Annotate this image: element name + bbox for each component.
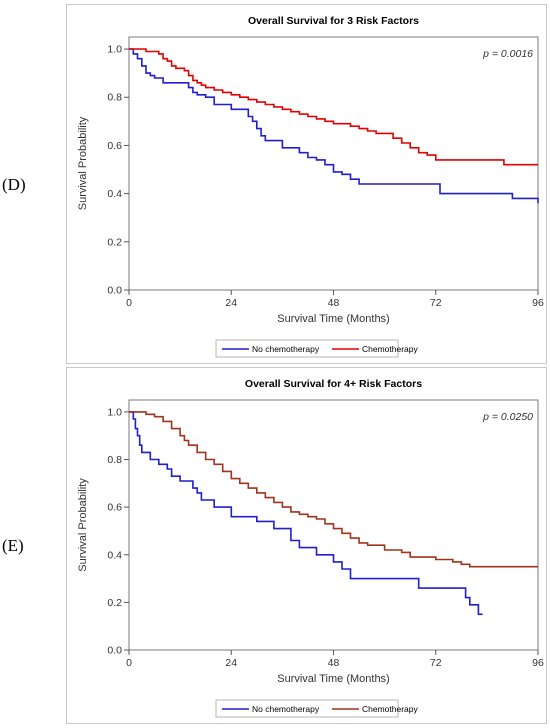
chart-panel-e: Overall Survival for 4+ Risk Factors 0.0 0… bbox=[66, 367, 547, 724]
y-tick-label: 0.2 bbox=[107, 597, 122, 609]
y-tick-label: 1.0 bbox=[107, 406, 122, 418]
panel-label-d: (D) bbox=[2, 175, 26, 194]
panel-label-e: (E) bbox=[2, 536, 24, 555]
x-tick-label: 96 bbox=[532, 657, 544, 669]
chart-title: Overall Survival for 3 Risk Factors bbox=[248, 15, 419, 27]
legend-label-no-chemotherapy: No chemotherapy bbox=[252, 704, 320, 714]
y-tick-label: 0.6 bbox=[107, 502, 122, 514]
x-tick-label: 48 bbox=[328, 657, 340, 669]
y-tick-label: 0.0 bbox=[107, 285, 122, 297]
legend: No chemotherapy Chemotherapy bbox=[215, 699, 419, 718]
survival-curve-no-chemotherapy bbox=[129, 48, 539, 204]
x-tick-label: 0 bbox=[126, 297, 132, 309]
p-value-label: p = 0.0016 bbox=[482, 48, 533, 60]
x-tick-label: 24 bbox=[225, 297, 237, 309]
x-tick-label: 72 bbox=[430, 657, 442, 669]
x-tick-label: 72 bbox=[430, 297, 442, 309]
legend-label-chemotherapy: Chemotherapy bbox=[362, 344, 419, 354]
legend-label-no-chemotherapy: No chemotherapy bbox=[252, 344, 320, 354]
legend: No chemotherapy Chemotherapy bbox=[215, 339, 419, 358]
survival-curve-no-chemotherapy bbox=[129, 411, 483, 616]
survival-curve-chemotherapy bbox=[129, 411, 538, 568]
legend-box bbox=[215, 699, 399, 718]
chart-panel-d: Overall Survival for 3 Risk Factors 0.0 0.… bbox=[66, 4, 547, 364]
chart-title: Overall Survival for 4+ Risk Factors bbox=[245, 378, 422, 390]
y-tick-label: 0.2 bbox=[107, 236, 122, 248]
x-axis-label: Survival Time (Months) bbox=[277, 673, 389, 685]
x-tick-label: 24 bbox=[225, 657, 237, 669]
x-tick-label: 48 bbox=[328, 297, 340, 309]
survival-chart-d: Overall Survival for 3 Risk Factors 0.0 0.… bbox=[77, 15, 544, 358]
y-axis-label: Survival Probability bbox=[77, 478, 89, 572]
x-axis-label: Survival Time (Months) bbox=[277, 313, 389, 325]
y-tick-label: 0.8 bbox=[107, 454, 122, 466]
y-tick-label: 0.4 bbox=[107, 188, 122, 200]
y-tick-label: 1.0 bbox=[107, 44, 122, 56]
y-axis-label: Survival Probability bbox=[77, 116, 89, 210]
x-tick-label: 0 bbox=[126, 657, 132, 669]
y-tick-label: 0.4 bbox=[107, 549, 122, 561]
p-value-label: p = 0.0250 bbox=[482, 411, 533, 423]
survival-chart-e: Overall Survival for 4+ Risk Factors 0.0 0… bbox=[77, 378, 544, 718]
y-tick-label: 0.0 bbox=[107, 645, 122, 657]
y-tick-label: 0.6 bbox=[107, 140, 122, 152]
legend-label-chemotherapy: Chemotherapy bbox=[362, 704, 419, 714]
survival-curve-chemotherapy bbox=[129, 48, 538, 166]
legend-box bbox=[215, 339, 399, 358]
x-tick-label: 96 bbox=[532, 297, 544, 309]
y-tick-label: 0.8 bbox=[107, 92, 122, 104]
